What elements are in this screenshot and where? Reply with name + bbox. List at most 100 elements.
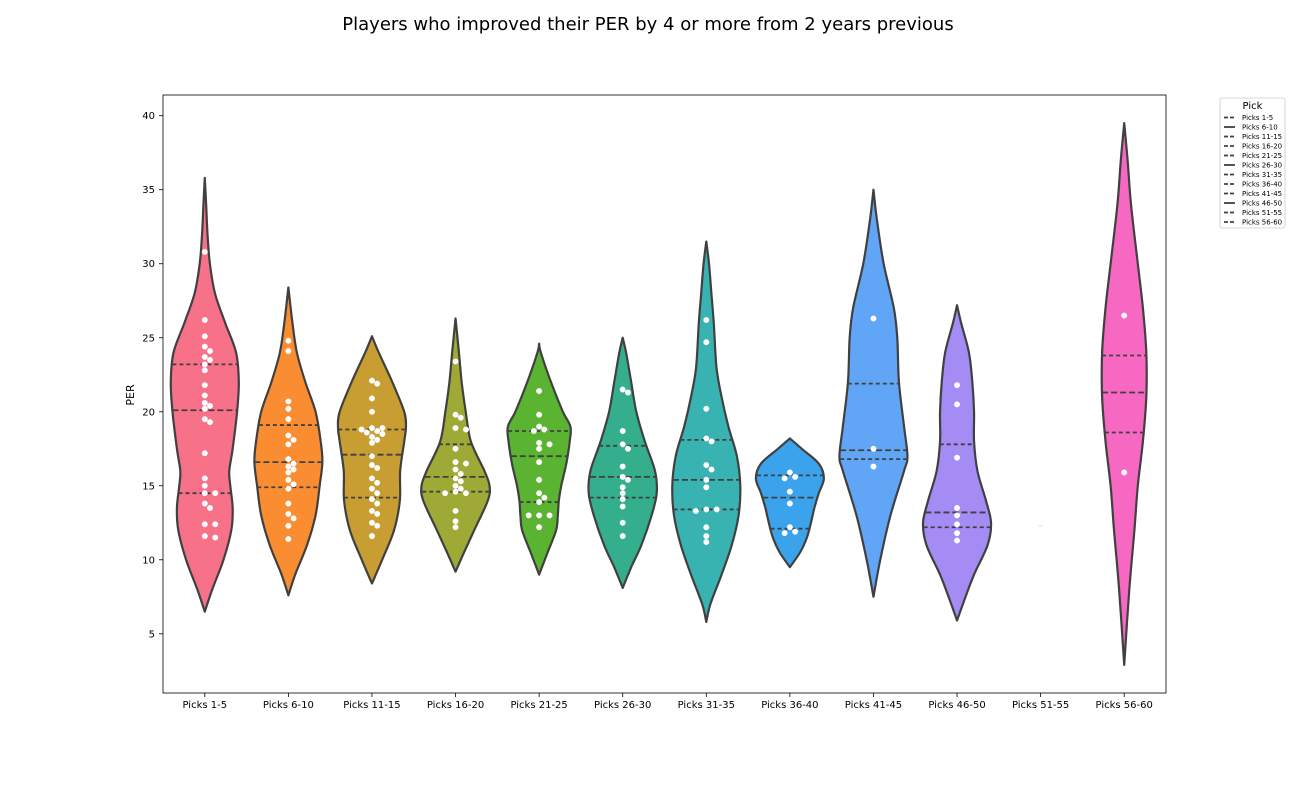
data-point [870,315,877,322]
data-point [452,518,459,525]
legend-label: Picks 16-20 [1242,143,1282,151]
data-point [530,428,537,434]
data-point [201,367,208,374]
data-point [786,488,793,495]
legend-title: Pick [1243,101,1263,112]
data-point [369,395,375,402]
data-point [442,490,449,497]
data-point [369,439,375,446]
data-point [201,354,208,360]
data-point [954,505,960,511]
data-point [525,512,532,519]
data-point [546,441,553,448]
data-point [619,490,626,497]
violin-3 [336,335,408,585]
x-tick-label: Picks 31-35 [678,700,735,711]
data-point [285,432,292,439]
data-point [619,441,626,448]
data-point [619,463,626,470]
data-point [786,524,793,531]
violin-9 [838,188,909,598]
data-point [285,337,292,344]
y-tick-label: 30 [142,259,155,270]
data-point [457,478,464,485]
x-tick-label: Picks 21-25 [510,700,567,711]
data-point [954,382,960,389]
data-point [457,485,464,492]
data-point [536,388,543,394]
data-point [536,411,543,418]
data-point [201,392,208,399]
violin-body [671,240,742,624]
data-point [452,507,459,514]
data-point [536,445,543,452]
data-point [201,405,208,412]
data-point [624,476,631,483]
data-point [369,533,375,540]
data-point [201,399,208,406]
data-point [363,429,370,436]
data-point [624,445,631,452]
data-point [463,490,469,497]
data-point [619,503,626,510]
data-point [536,499,543,506]
data-point [541,494,548,501]
y-tick-label: 5 [149,629,155,640]
data-point [452,459,459,466]
violin-1 [169,176,240,613]
y-tick-label: 35 [142,185,155,196]
data-point [290,466,297,473]
data-point [619,386,626,393]
data-point [212,521,219,528]
data-point [703,476,710,483]
data-point [201,500,208,507]
data-point [536,512,543,519]
data-point [201,248,208,255]
data-point [619,484,626,491]
data-point [201,533,208,540]
data-point [285,416,292,423]
data-point [708,438,715,445]
data-point [713,506,720,513]
data-point [703,405,710,412]
data-point [954,512,960,519]
plot-area [162,94,1167,694]
data-point [870,463,877,470]
data-point [792,528,799,535]
x-tick-label: Picks 36-40 [761,700,818,711]
data-point [452,482,459,489]
data-point [285,348,292,355]
x-tick-label: Picks 51-55 [1012,700,1069,711]
violin-7 [671,240,742,624]
data-point [786,500,793,507]
x-tick-label: Picks 11-15 [343,700,400,711]
y-tick-label: 10 [142,555,155,566]
violin-4 [420,317,492,573]
data-point [786,469,793,476]
data-point [703,435,710,442]
data-point [703,339,710,346]
data-point [536,490,543,497]
legend-label: Picks 36-40 [1242,181,1282,189]
y-tick-label: 15 [142,481,155,492]
data-point [290,436,297,443]
legend-label: Picks 11-15 [1242,133,1282,141]
data-point [201,416,208,423]
data-point [201,450,208,457]
legend-box [1219,97,1286,229]
data-point [1121,469,1128,476]
data-point [207,419,213,426]
data-point [1121,312,1128,319]
data-point [285,510,292,517]
data-point [619,428,626,434]
data-point [369,462,375,468]
data-point [954,537,960,544]
data-point [703,317,710,323]
violin-body [587,336,659,590]
data-point [379,425,386,431]
data-point [369,519,375,526]
data-point [374,428,381,434]
legend-label: Picks 46-50 [1242,200,1282,208]
data-point [624,389,631,396]
